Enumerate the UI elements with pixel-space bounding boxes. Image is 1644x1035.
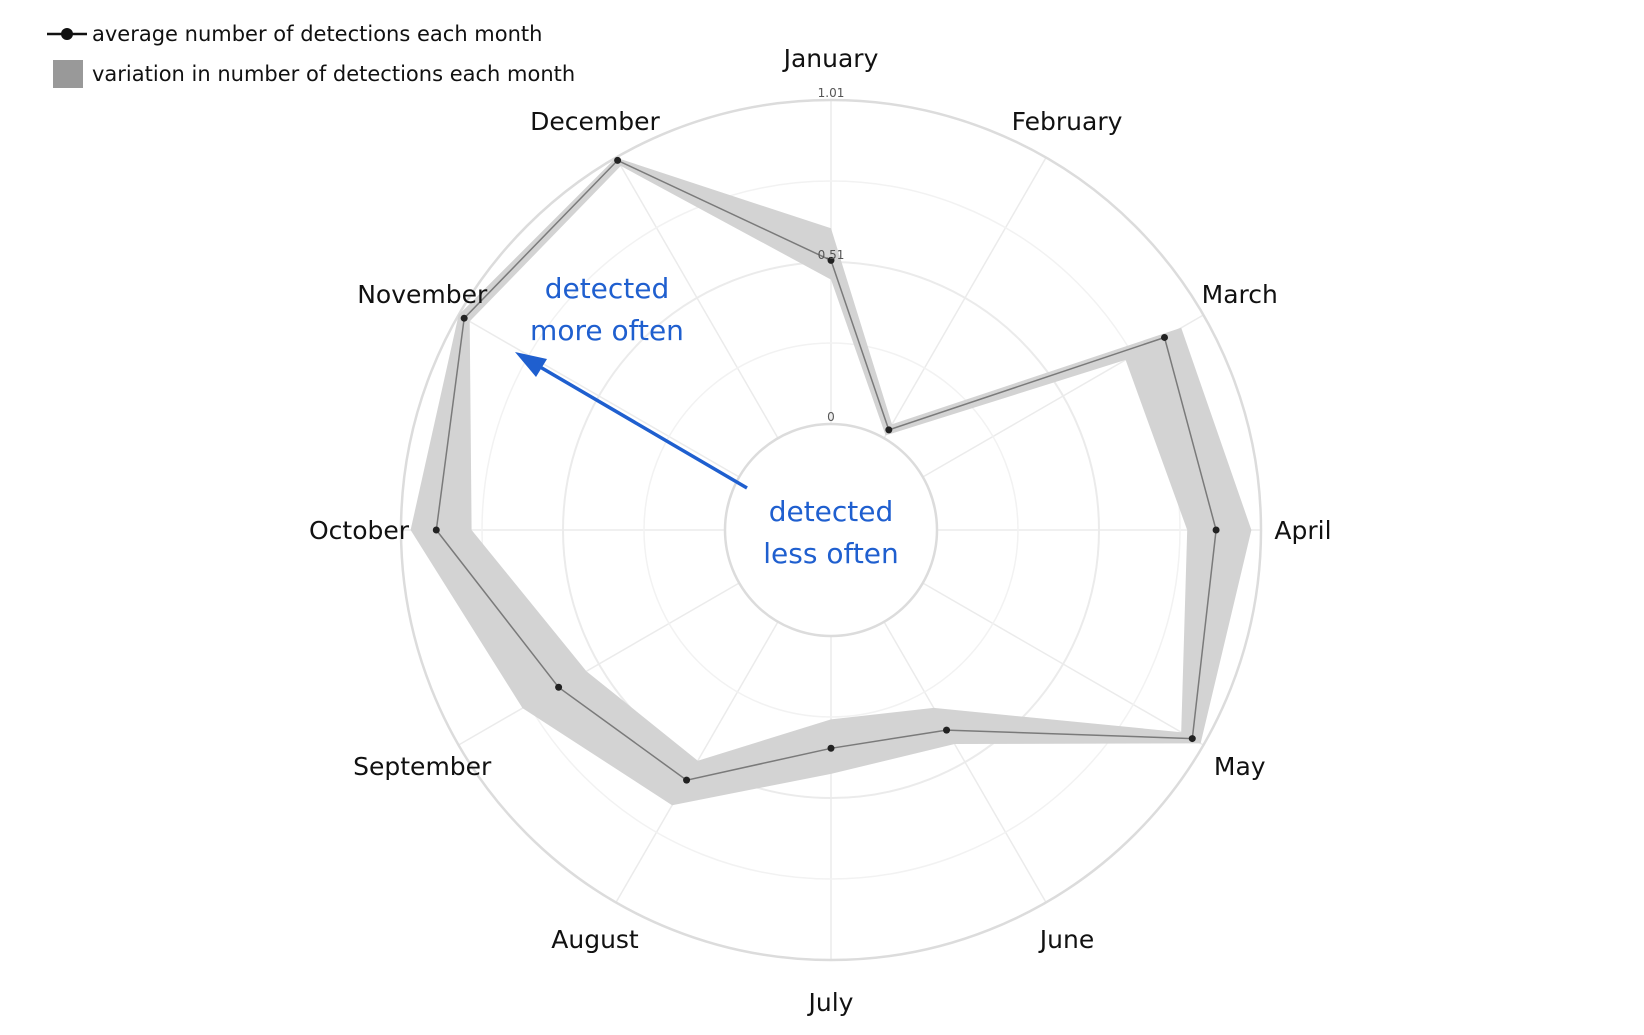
point-january bbox=[827, 256, 835, 264]
month-label-november: November bbox=[357, 280, 488, 309]
month-label-april: April bbox=[1274, 516, 1331, 545]
month-labels: January February March April May June July Augu… bbox=[309, 44, 1332, 1017]
point-november bbox=[460, 314, 468, 322]
point-december bbox=[614, 156, 622, 164]
point-june bbox=[943, 726, 951, 734]
point-august bbox=[683, 776, 691, 784]
month-label-february: February bbox=[1012, 107, 1123, 136]
average-series bbox=[432, 156, 1220, 784]
month-label-december: December bbox=[530, 107, 660, 136]
legend: average number of detections each month … bbox=[47, 22, 575, 88]
month-label-march: March bbox=[1202, 280, 1278, 309]
radar-grid bbox=[399, 98, 1263, 962]
variation-band-area bbox=[410, 157, 1252, 806]
minor-ring-1 bbox=[643, 342, 1019, 718]
month-label-january: January bbox=[782, 44, 879, 73]
ring-inner bbox=[723, 422, 939, 638]
annotation-outer-line2: more often bbox=[530, 314, 684, 347]
ring-outer bbox=[399, 98, 1263, 962]
point-february bbox=[885, 426, 893, 434]
legend-point-marker bbox=[61, 28, 73, 40]
legend-band-swatch bbox=[53, 60, 83, 88]
tick-label-2: 1.01 bbox=[818, 86, 845, 100]
tick-label-0: 0 bbox=[827, 410, 835, 424]
month-label-july: July bbox=[807, 988, 854, 1017]
legend-line-label: average number of detections each month bbox=[92, 22, 542, 46]
month-label-october: October bbox=[309, 516, 410, 545]
variation-band bbox=[410, 157, 1252, 806]
month-label-august: August bbox=[551, 925, 639, 954]
month-label-may: May bbox=[1214, 752, 1266, 781]
legend-band-label: variation in number of detections each m… bbox=[92, 62, 575, 86]
radial-ticks: 0 0.51 1.01 bbox=[818, 86, 845, 424]
arrow-head bbox=[515, 352, 547, 377]
month-label-september: September bbox=[353, 752, 492, 781]
annotation-inner-line1: detected bbox=[769, 495, 894, 528]
annotation-inner-line2: less often bbox=[763, 537, 899, 570]
annotation-outer-line1: detected bbox=[545, 272, 670, 305]
annotations: detected more often detected less often bbox=[515, 272, 899, 570]
tick-label-1: 0.51 bbox=[818, 248, 845, 262]
point-may bbox=[1188, 735, 1196, 743]
point-april bbox=[1212, 526, 1220, 534]
point-march bbox=[1160, 333, 1168, 341]
minor-ring-2 bbox=[481, 180, 1181, 880]
point-october bbox=[432, 526, 440, 534]
arrow-shaft bbox=[534, 362, 748, 490]
point-september bbox=[555, 683, 563, 691]
point-july bbox=[827, 744, 835, 752]
month-label-june: June bbox=[1038, 925, 1094, 954]
